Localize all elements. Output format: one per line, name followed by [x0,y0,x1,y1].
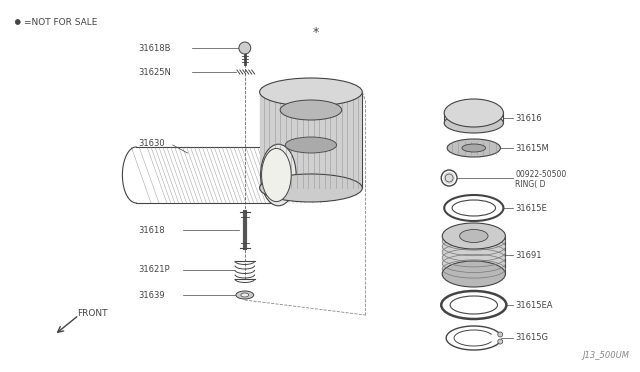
Ellipse shape [442,223,506,249]
Text: 31615EA: 31615EA [515,301,553,310]
Circle shape [15,19,20,25]
Text: 31616: 31616 [515,113,542,122]
Ellipse shape [462,144,486,152]
Text: 31639: 31639 [138,291,165,299]
Ellipse shape [280,100,342,120]
Text: 31615E: 31615E [515,203,547,212]
Text: 00922-50500: 00922-50500 [515,170,566,179]
Text: 31621P: 31621P [138,266,170,275]
Circle shape [498,339,502,344]
Polygon shape [260,92,362,188]
Ellipse shape [236,291,253,299]
Ellipse shape [241,293,249,297]
Text: J13_500UM: J13_500UM [582,351,629,360]
Text: 31630: 31630 [138,138,165,148]
Text: *: * [313,26,319,38]
Circle shape [239,42,251,54]
Text: 31615G: 31615G [515,334,548,343]
Ellipse shape [285,137,337,153]
Ellipse shape [260,144,296,206]
Ellipse shape [447,139,500,157]
Ellipse shape [460,230,488,243]
Ellipse shape [260,174,362,202]
Text: =NOT FOR SALE: =NOT FOR SALE [24,17,97,26]
Circle shape [498,332,502,337]
Text: 31618: 31618 [138,225,165,234]
Text: FRONT: FRONT [77,309,108,318]
Ellipse shape [450,296,497,314]
Circle shape [444,172,455,184]
Ellipse shape [452,200,495,216]
Ellipse shape [442,261,506,287]
Text: 31618B: 31618B [138,44,171,52]
Text: RING( D: RING( D [515,180,546,189]
Ellipse shape [444,99,504,127]
Polygon shape [442,236,506,274]
Text: 31615M: 31615M [515,144,549,153]
Ellipse shape [262,148,291,202]
Text: 31625N: 31625N [138,67,171,77]
Text: 31691: 31691 [515,250,542,260]
Ellipse shape [260,78,362,106]
Ellipse shape [444,113,504,133]
